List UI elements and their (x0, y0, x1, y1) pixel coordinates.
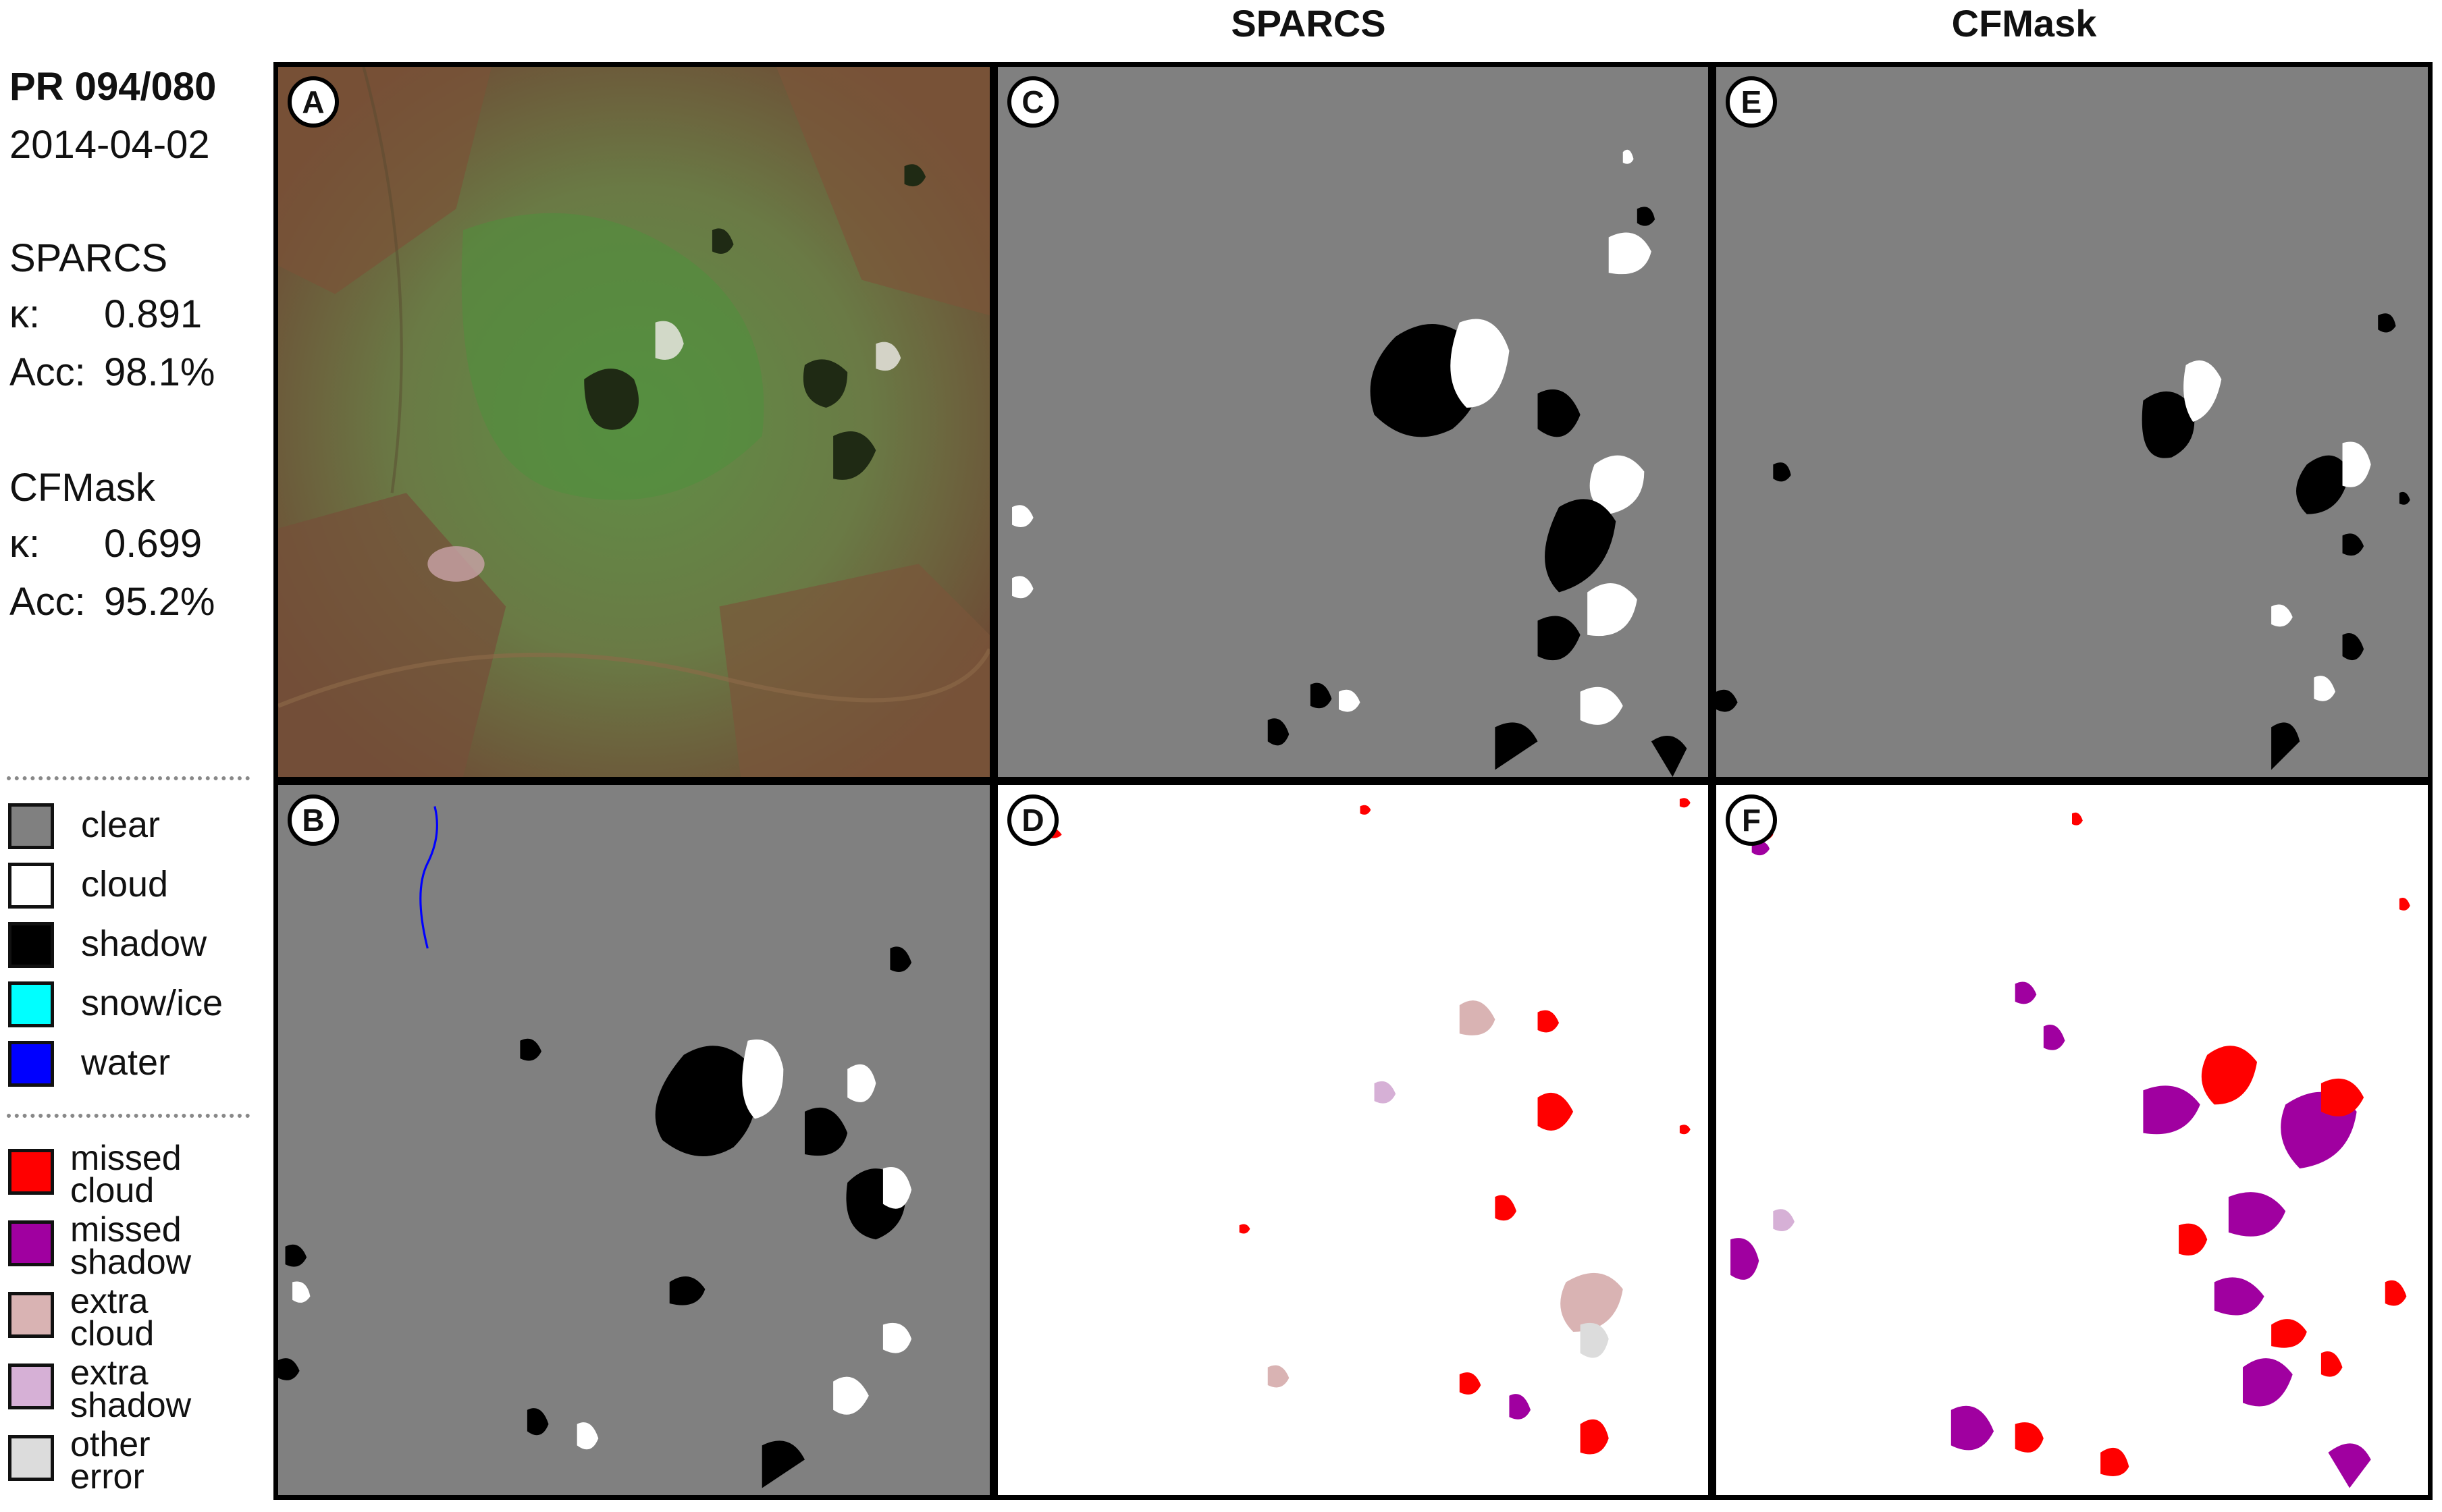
legend-swatch-shadow (8, 922, 54, 968)
panel-f-cfmask-error-map: F (1711, 780, 2433, 1500)
legend-swatch-missed-cloud (8, 1149, 54, 1195)
sparcs-mask (998, 67, 1708, 777)
sparcs-kappa-label: κ: (9, 292, 41, 336)
legend-label-shadow: shadow (81, 923, 207, 964)
legend-label-extra-cloud: extra cloud (70, 1282, 155, 1353)
reference-mask (278, 785, 990, 1495)
legend-line2: cloud (70, 1171, 155, 1210)
panel-label-c: C (1007, 76, 1059, 128)
panel-e-cfmask-mask: E (1711, 62, 2433, 782)
legend-line1: missed (70, 1210, 182, 1249)
panel-b-reference-mask: B (273, 780, 994, 1500)
cfmask-mask (1716, 67, 2428, 777)
legend-label-missed-shadow: missed shadow (70, 1212, 191, 1280)
legend-line1: other (70, 1425, 151, 1464)
panel-label-d: D (1007, 794, 1059, 846)
legend-label-snow-ice: snow/ice (81, 983, 223, 1023)
legend-line2: shadow (70, 1386, 192, 1425)
sparcs-acc-value: 98.1% (104, 350, 215, 394)
legend-label-missed-cloud: missed cloud (70, 1139, 182, 1210)
legend-swatch-extra-cloud (8, 1292, 54, 1338)
legend-label-cloud: cloud (81, 864, 169, 905)
panel-label-e: E (1726, 76, 1777, 128)
cfmask-error-map (1716, 785, 2428, 1495)
legend-swatch-missed-shadow (8, 1220, 54, 1266)
sparcs-score-title: SPARCS (9, 236, 168, 280)
column-title-cfmask: CFMask (1951, 2, 2097, 45)
satellite-image (278, 67, 990, 777)
cfmask-acc-label: Acc: (9, 580, 86, 624)
panel-a-satellite-image: A (273, 62, 994, 782)
scene-date: 2014-04-02 (9, 123, 210, 167)
legend-swatch-other-error (8, 1435, 54, 1481)
panel-c-sparcs-mask: C (993, 62, 1713, 782)
legend-line1: extra (70, 1282, 149, 1321)
panel-label-a: A (288, 76, 339, 128)
legend-label-extra-shadow: extra shadow (70, 1355, 192, 1425)
column-title-sparcs: SPARCS (1231, 2, 1386, 45)
legend-divider-top (7, 776, 250, 780)
legend-swatch-cloud (8, 863, 54, 909)
cfmask-kappa-label: κ: (9, 522, 41, 566)
panel-label-b: B (288, 794, 339, 846)
legend-label-water: water (81, 1042, 171, 1083)
legend-swatch-water (8, 1041, 54, 1087)
legend-swatch-clear (8, 803, 54, 849)
legend-swatch-snow-ice (8, 981, 54, 1027)
legend-line1: missed (70, 1139, 182, 1178)
panel-d-sparcs-error-map: D (993, 780, 1713, 1500)
legend-swatch-extra-shadow (8, 1364, 54, 1409)
sparcs-error-map (998, 785, 1708, 1495)
legend-line1: extra (70, 1353, 149, 1393)
legend-label-clear: clear (81, 805, 161, 845)
cfmask-kappa-value: 0.699 (104, 522, 203, 566)
cfmask-acc-value: 95.2% (104, 580, 215, 624)
legend-label-other-error: other error (70, 1425, 151, 1496)
sparcs-acc-label: Acc: (9, 350, 86, 394)
legend-line2: error (70, 1457, 144, 1496)
legend-line2: shadow (70, 1243, 192, 1282)
legend-line2: cloud (70, 1314, 155, 1353)
panel-label-f: F (1726, 794, 1777, 846)
legend-divider-bottom (7, 1114, 250, 1118)
cfmask-score-title: CFMask (9, 466, 155, 510)
scene-path-row: PR 094/080 (9, 65, 217, 109)
sparcs-kappa-value: 0.891 (104, 292, 203, 336)
